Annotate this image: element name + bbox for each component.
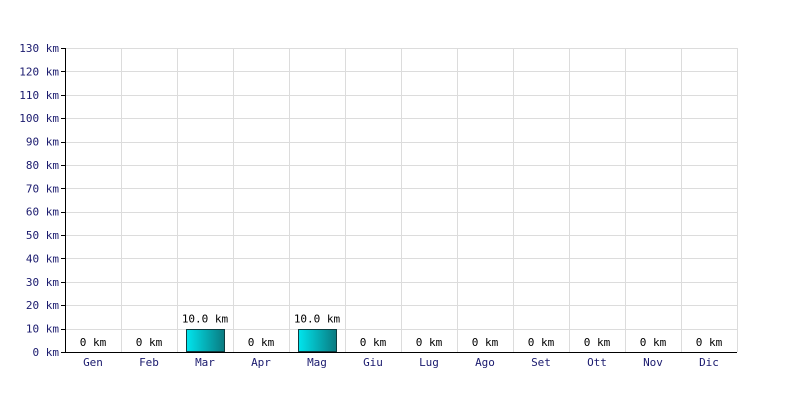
y-tick-label: 20 km bbox=[26, 299, 59, 312]
data-label: 0 km bbox=[640, 336, 667, 349]
x-tick-label: Mar bbox=[195, 356, 215, 369]
bar-mar bbox=[186, 329, 225, 352]
data-label: 10.0 km bbox=[294, 313, 341, 326]
chart-bars bbox=[186, 329, 337, 352]
y-tick-label: 60 km bbox=[26, 206, 59, 219]
y-tick-label: 100 km bbox=[19, 112, 59, 125]
y-tick-label: 90 km bbox=[26, 136, 59, 149]
data-label: 0 km bbox=[472, 336, 499, 349]
x-axis-ticks: Gen Feb Mar Apr Mag Giu Lug Ago Set Ott Nov Dic bbox=[83, 356, 719, 369]
x-tick-label: Giu bbox=[363, 356, 383, 369]
data-label: 0 km bbox=[248, 336, 275, 349]
y-tick-label: 120 km bbox=[19, 65, 59, 78]
data-label: 0 km bbox=[416, 336, 443, 349]
x-tick-label: Ago bbox=[475, 356, 495, 369]
data-label: 0 km bbox=[528, 336, 555, 349]
x-tick-label: Apr bbox=[251, 356, 271, 369]
y-tick-label: 0 km bbox=[33, 346, 60, 359]
y-tick-label: 110 km bbox=[19, 89, 59, 102]
data-label: 0 km bbox=[696, 336, 723, 349]
y-tick-label: 10 km bbox=[26, 323, 59, 336]
x-tick-label: Ott bbox=[587, 356, 607, 369]
y-tick-label: 30 km bbox=[26, 276, 59, 289]
chart-axes bbox=[65, 48, 737, 353]
y-tick-label: 40 km bbox=[26, 252, 59, 265]
x-tick-label: Lug bbox=[419, 356, 439, 369]
x-tick-label: Mag bbox=[307, 356, 327, 369]
y-tick-label: 50 km bbox=[26, 229, 59, 242]
y-tick-label: 80 km bbox=[26, 159, 59, 172]
x-tick-label: Feb bbox=[139, 356, 159, 369]
y-axis-ticks: 0 km 10 km 20 km 30 km 40 km 50 km 60 km 70 km 8… bbox=[19, 42, 65, 359]
data-label: 10.0 km bbox=[182, 313, 229, 326]
data-label: 0 km bbox=[584, 336, 611, 349]
x-tick-label: Dic bbox=[699, 356, 719, 369]
data-label: 0 km bbox=[80, 336, 107, 349]
data-label: 0 km bbox=[136, 336, 163, 349]
y-tick-label: 70 km bbox=[26, 182, 59, 195]
x-tick-label: Nov bbox=[643, 356, 663, 369]
data-labels: 0 km 0 km 10.0 km 0 km 10.0 km 0 km 0 km 0 km 0 … bbox=[80, 313, 723, 349]
chart-grid bbox=[65, 48, 738, 353]
data-label: 0 km bbox=[360, 336, 387, 349]
y-tick-label: 130 km bbox=[19, 42, 59, 55]
bar-mag bbox=[298, 329, 337, 352]
x-tick-label: Set bbox=[531, 356, 551, 369]
x-tick-label: Gen bbox=[83, 356, 103, 369]
